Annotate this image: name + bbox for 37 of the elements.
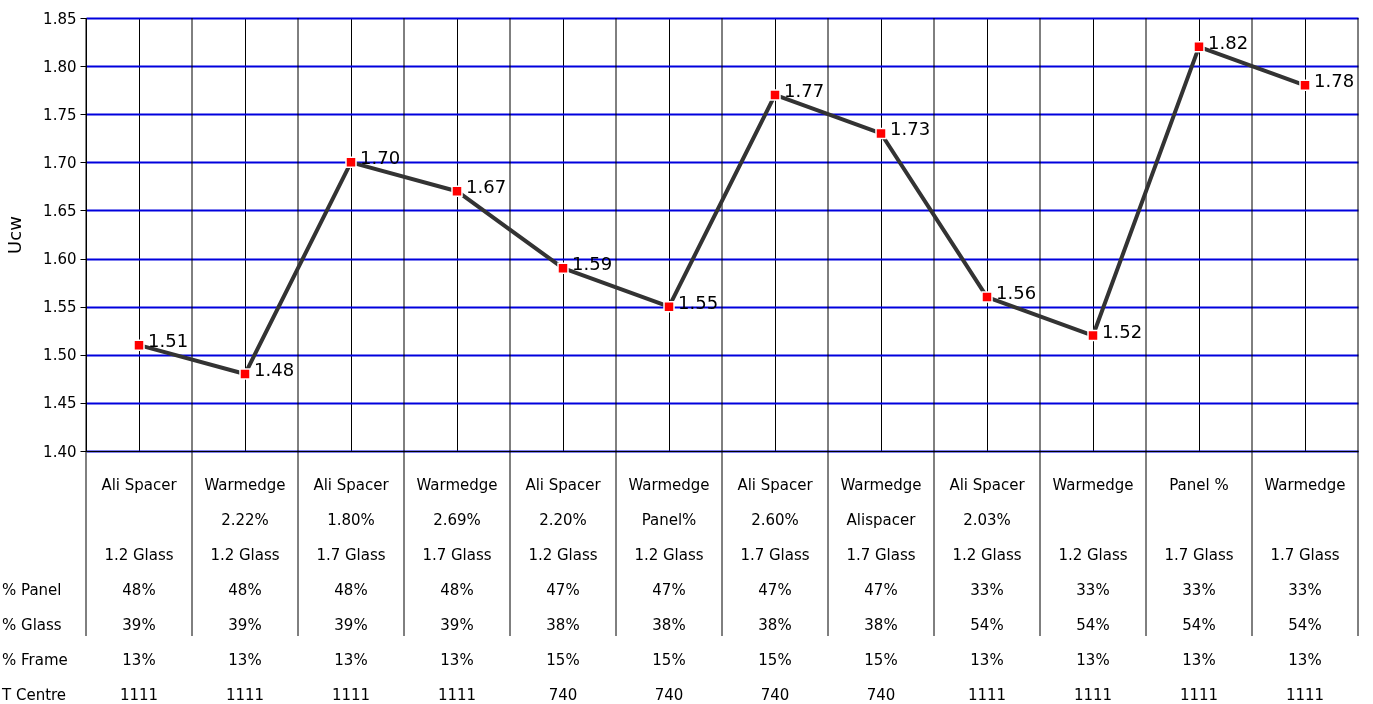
y-tick-label: 1.60 (43, 250, 77, 269)
category-label: Warmedge 2.69% 1.7 Glass 48% 39% 13% 1111 (416, 476, 498, 704)
data-label: 1.78 (1314, 70, 1355, 92)
y-tick-label: 1.85 (43, 9, 77, 28)
category-label: Ali Spacer 2.60% 1.7 Glass 47% 38% 15% 740 (737, 476, 813, 704)
y-tick-label: 1.40 (43, 442, 77, 461)
y-tick-label: 1.75 (43, 105, 77, 124)
text: % Frame (2, 651, 68, 669)
category-label: Panel % 1.7 Glass 33% 54% 13% 1111 (1164, 476, 1234, 704)
category-label: Ali Spacer 2.03% 1.2 Glass 33% 54% 13% 1111 (949, 476, 1025, 704)
y-tick-label: 1.65 (43, 201, 77, 220)
y-tick-label: 1.55 (43, 298, 77, 317)
y-tick-label: 1.80 (43, 57, 77, 76)
category-label: Warmedge 1.7 Glass 33% 54% 13% 1111 (1264, 476, 1346, 704)
category-label: Warmedge Panel% 1.2 Glass 47% 38% 15% 740 (628, 476, 710, 704)
y-tick-label: 1.70 (43, 153, 77, 172)
text: T Centre (1, 686, 67, 704)
data-label: 1.67 (466, 176, 507, 198)
y-tick-label: 1.50 (43, 346, 77, 365)
text: % Panel (2, 581, 62, 599)
category-label: Warmedge 1.2 Glass 33% 54% 13% 1111 (1052, 476, 1134, 704)
y-axis-title: Ucw (4, 216, 26, 254)
text: % Glass (2, 616, 62, 634)
data-label: 1.73 (890, 118, 931, 140)
data-label: 1.82 (1208, 31, 1249, 53)
data-label: 1.48 (254, 359, 295, 381)
category-label: Ali Spacer 1.80% 1.7 Glass 48% 39% 13% 1111 (313, 476, 389, 704)
data-label: 1.59 (572, 253, 613, 275)
data-label: 1.56 (996, 282, 1037, 304)
data-label: 1.52 (1102, 320, 1143, 342)
category-label: Ali Spacer 2.20% 1.2 Glass 47% 38% 15% 740 (525, 476, 601, 704)
category-label: Warmedge Alispacer 1.7 Glass 47% 38% 15% 740 (840, 476, 922, 704)
category-label: Ali Spacer 1.2 Glass 48% 39% 13% 1111 (101, 476, 177, 704)
data-label: 1.77 (784, 79, 825, 101)
category-label: Warmedge 2.22% 1.2 Glass 48% 39% 13% 1111 (204, 476, 286, 704)
y-tick-label: 1.45 (43, 394, 77, 413)
data-label: 1.51 (148, 330, 189, 352)
